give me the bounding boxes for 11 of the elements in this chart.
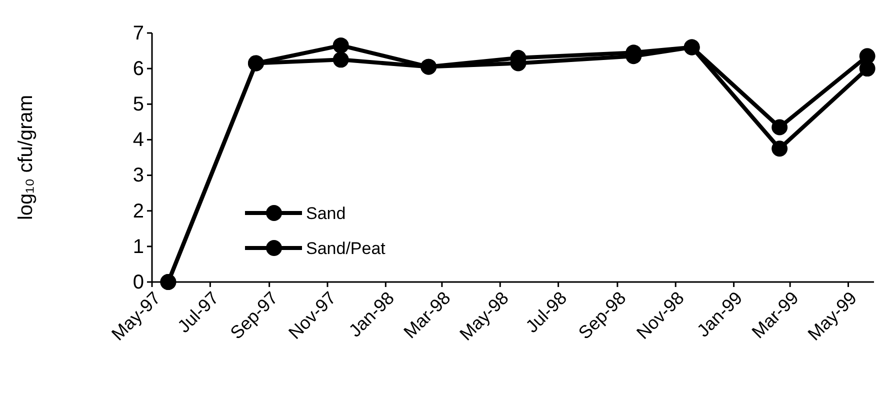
- y-tick-label: 1: [132, 236, 144, 258]
- y-axis-title: log₁₀ cfu/gram: [15, 94, 37, 220]
- y-tick-label: 3: [132, 164, 144, 187]
- y-tick-label: 5: [132, 94, 144, 116]
- y-tick-label: 6: [132, 58, 144, 80]
- y-tick-label: 0: [132, 271, 144, 294]
- legend-label: Sand: [306, 204, 346, 223]
- y-tick-label: 4: [132, 129, 144, 152]
- y-tick-label: 2: [132, 200, 144, 222]
- y-tick-label: 7: [132, 22, 144, 44]
- legend-label: Sand/Peat: [306, 239, 386, 258]
